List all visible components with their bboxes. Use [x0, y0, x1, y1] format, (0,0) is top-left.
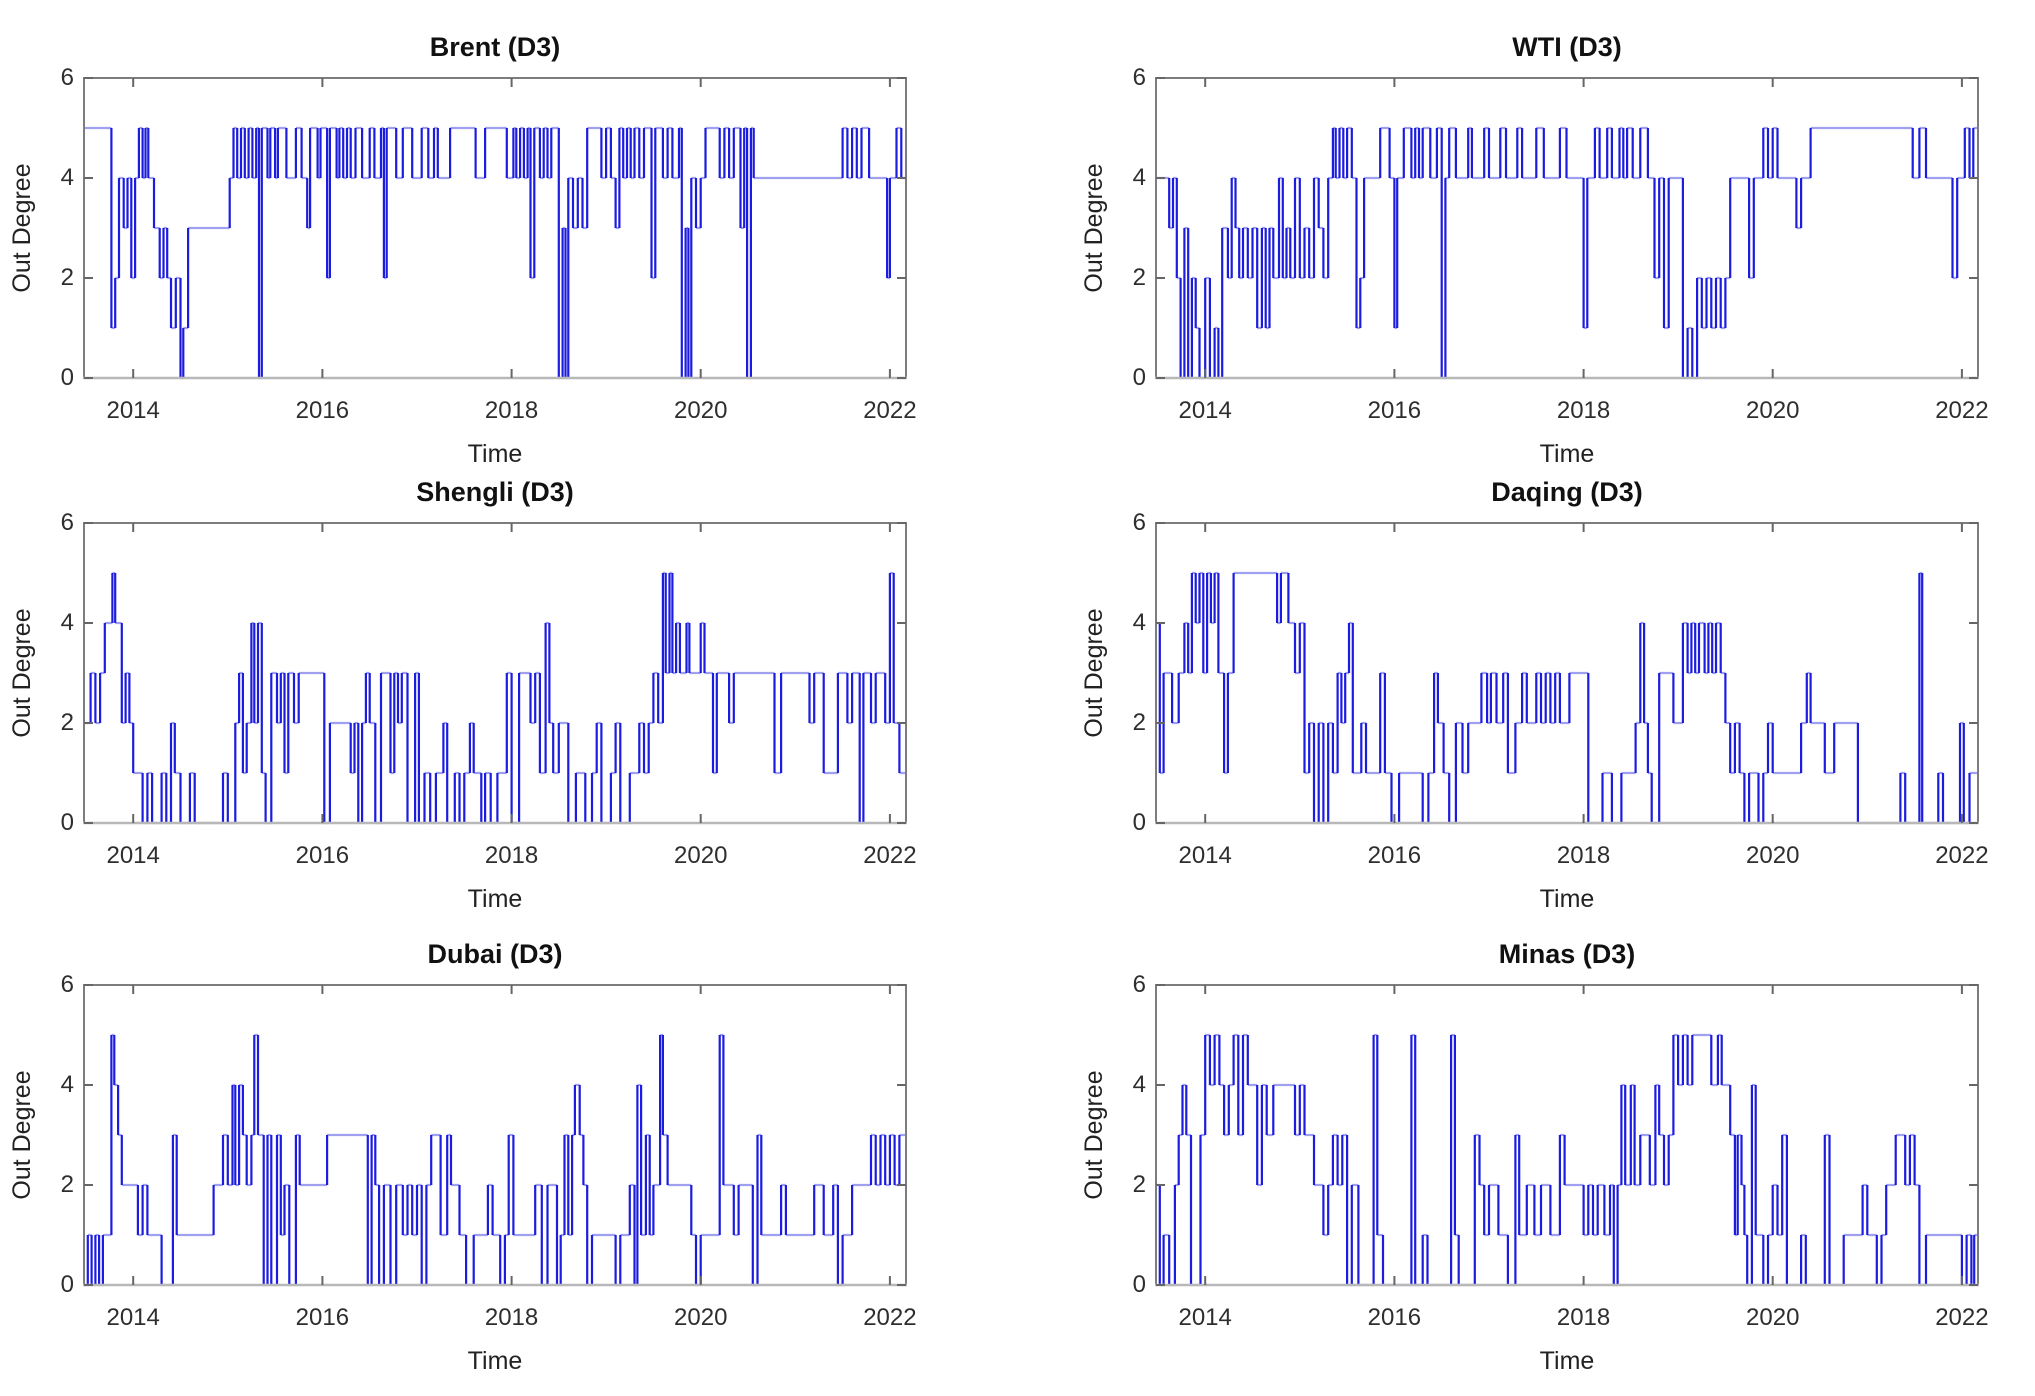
x-tick-label: 2020	[674, 1304, 728, 1331]
x-axis-label: Time	[467, 885, 523, 913]
chart-canvas	[83, 984, 907, 1287]
x-tick-label: 2016	[295, 842, 350, 869]
y-tick-label: 0	[60, 364, 74, 391]
y-tick-label: 6	[1132, 509, 1146, 536]
tick-marks	[84, 522, 906, 824]
step-line-vertical	[1158, 573, 1971, 823]
subplot-daqing-d3: Daqing (D3) Out Degree Time 0 2 4 6 2014 2016 201…	[1072, 461, 2035, 931]
x-tick-label: 2020	[1746, 1304, 1800, 1331]
x-tick-label: 2020	[1746, 397, 1800, 424]
x-tick-label: 2018	[1556, 397, 1611, 424]
plot-box	[1155, 984, 1979, 1286]
subplot-dubai-d3: Dubai (D3) Out Degree Time 0 2 4 6 2014 2016 2018…	[0, 923, 1018, 1393]
y-tick-label: 4	[60, 1071, 74, 1098]
x-tick-label: 2022	[1935, 397, 1989, 424]
y-tick-label: 2	[1132, 264, 1146, 291]
chart-title: Minas (D3)	[1498, 939, 1636, 969]
plot-box	[83, 984, 907, 1286]
tick-marks	[84, 77, 906, 379]
x-tick-label: 2016	[1367, 842, 1422, 869]
step-line-vertical	[89, 573, 901, 823]
tick-marks	[1156, 984, 1978, 1286]
x-axis-label: Time	[1539, 440, 1595, 468]
step-line-horizontal	[84, 1033, 906, 1287]
x-tick-label: 2022	[1935, 842, 1989, 869]
x-tick-label: 2016	[1367, 397, 1422, 424]
plot-box	[1155, 522, 1979, 824]
chart-canvas	[83, 77, 907, 380]
chart-canvas	[1155, 77, 1979, 380]
x-tick-label: 2018	[484, 842, 539, 869]
chart-title: WTI (D3)	[1512, 32, 1622, 62]
chart-canvas	[83, 522, 907, 825]
step-line-vertical	[110, 128, 903, 378]
x-tick-label: 2016	[295, 397, 350, 424]
y-tick-label: 0	[60, 1271, 74, 1298]
step-line-horizontal	[1156, 1033, 1978, 1287]
step-line-horizontal	[1156, 571, 1978, 825]
y-tick-label: 4	[1132, 164, 1146, 191]
x-axis-label: Time	[1539, 885, 1595, 913]
chart-title: Shengli (D3)	[416, 477, 574, 507]
y-tick-label: 0	[60, 809, 74, 836]
y-tick-label: 4	[1132, 609, 1146, 636]
y-tick-label: 2	[60, 709, 74, 736]
y-tick-label: 6	[60, 971, 74, 998]
y-tick-label: 6	[1132, 971, 1146, 998]
y-tick-label: 2	[60, 264, 74, 291]
x-tick-label: 2022	[863, 397, 917, 424]
x-tick-label: 2020	[674, 842, 728, 869]
subplot-minas-d3: Minas (D3) Out Degree Time 0 2 4 6 2014 2016 2018…	[1072, 923, 2035, 1393]
step-line-vertical	[1168, 128, 1975, 378]
chart-title: Dubai (D3)	[427, 939, 563, 969]
x-tick-label: 2018	[484, 1304, 539, 1331]
chart-title: Brent (D3)	[429, 32, 561, 62]
y-tick-label: 2	[1132, 1171, 1146, 1198]
x-tick-label: 2014	[106, 842, 160, 869]
y-tick-label: 6	[1132, 64, 1146, 91]
x-tick-label: 2014	[106, 397, 160, 424]
chart-canvas	[1155, 522, 1979, 825]
y-tick-label: 4	[60, 164, 74, 191]
x-tick-label: 2022	[863, 842, 917, 869]
tick-marks	[84, 984, 906, 1286]
step-line-horizontal	[84, 571, 906, 825]
y-tick-label: 4	[1132, 1071, 1146, 1098]
subplot-shengli-d3: Shengli (D3) Out Degree Time 0 2 4 6 2014 2016 20…	[0, 461, 1018, 931]
chart-canvas	[1155, 984, 1979, 1287]
x-tick-label: 2020	[674, 397, 728, 424]
x-tick-label: 2016	[295, 1304, 350, 1331]
x-tick-label: 2018	[484, 397, 539, 424]
x-tick-label: 2014	[1178, 1304, 1232, 1331]
x-tick-label: 2014	[106, 1304, 160, 1331]
y-tick-label: 2	[60, 1171, 74, 1198]
x-tick-label: 2016	[1367, 1304, 1422, 1331]
y-tick-label: 4	[60, 609, 74, 636]
subplot-wti-d3: WTI (D3) Out Degree Time 0 2 4 6 2014 2016 2018 20…	[1072, 16, 2035, 486]
step-line-vertical	[86, 1035, 901, 1285]
x-tick-label: 2022	[863, 1304, 917, 1331]
x-tick-label: 2018	[1556, 842, 1611, 869]
x-axis-label: Time	[467, 440, 523, 468]
y-tick-label: 0	[1132, 364, 1146, 391]
x-tick-label: 2020	[1746, 842, 1800, 869]
x-tick-label: 2014	[1178, 842, 1232, 869]
step-line-vertical	[1158, 1035, 1976, 1285]
x-tick-label: 2022	[1935, 1304, 1989, 1331]
y-tick-label: 2	[1132, 709, 1146, 736]
step-line-horizontal	[84, 126, 906, 380]
y-tick-label: 6	[60, 509, 74, 536]
subplot-brent-d3: Brent (D3) Out Degree Time 0 2 4 6 2014 2016 2018…	[0, 16, 1018, 486]
tick-marks	[1156, 522, 1978, 824]
x-tick-label: 2014	[1178, 397, 1232, 424]
x-axis-label: Time	[467, 1347, 523, 1375]
y-tick-label: 0	[1132, 809, 1146, 836]
chart-title: Daqing (D3)	[1491, 477, 1643, 507]
tick-marks	[1156, 77, 1978, 379]
y-tick-label: 0	[1132, 1271, 1146, 1298]
x-tick-label: 2018	[1556, 1304, 1611, 1331]
y-tick-label: 6	[60, 64, 74, 91]
x-axis-label: Time	[1539, 1347, 1595, 1375]
